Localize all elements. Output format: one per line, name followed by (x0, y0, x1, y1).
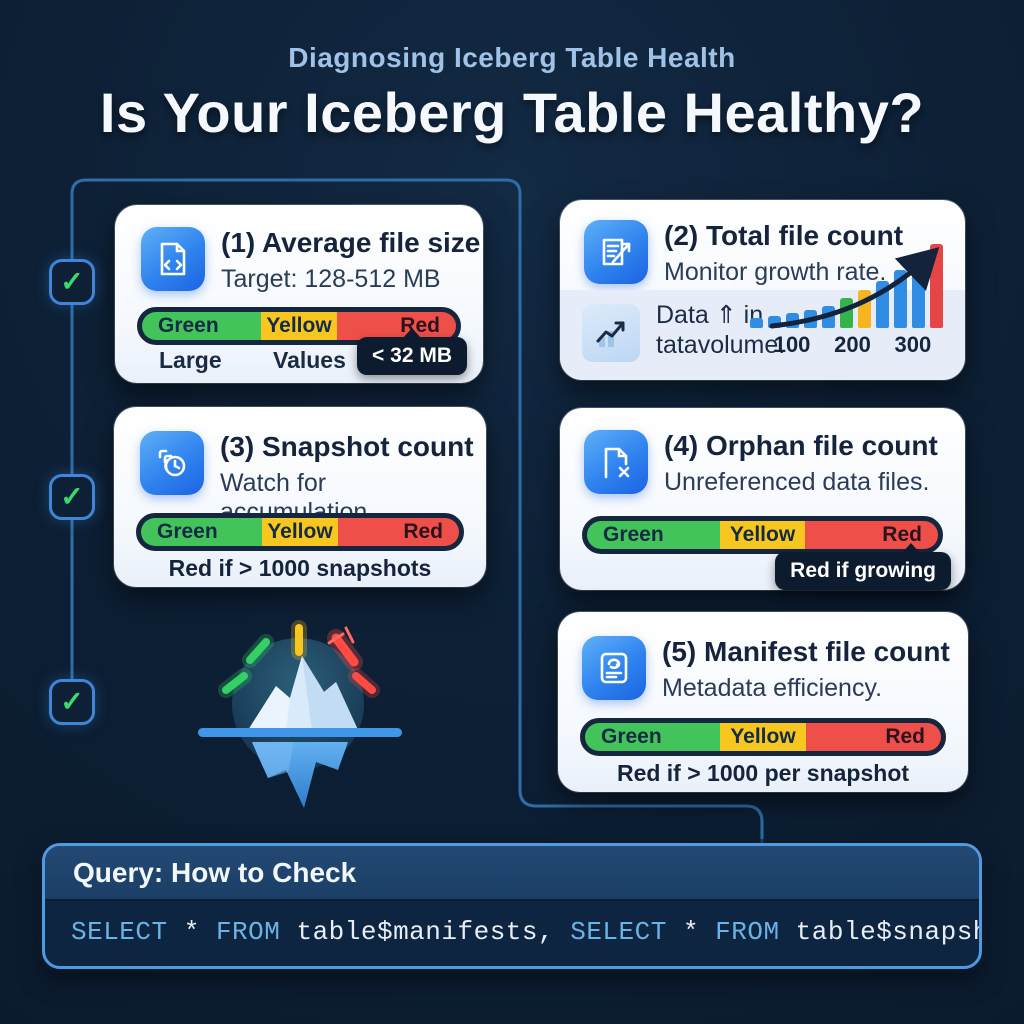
card-title: (4) Orphan file count (664, 430, 938, 461)
check-badge-3: ✓ (49, 679, 95, 725)
clipboard-growth-icon (584, 220, 648, 284)
file-x-icon (584, 430, 648, 494)
card-manifest-file-count: (5) Manifest file count Metadata efficie… (558, 612, 968, 792)
card-subtitle: Unreferenced data files. (664, 468, 930, 496)
query-header: Query: How to Check (45, 846, 979, 901)
check-icon: ✓ (60, 686, 84, 717)
check-icon: ✓ (60, 266, 84, 297)
snapshot-history-icon (140, 431, 204, 495)
file-count-bar-chart: 100 200 300 (750, 240, 955, 358)
gauge-footer: Red if > 1000 snapshots (168, 555, 432, 581)
health-gauge: Green Yellow Red (580, 718, 946, 756)
scale-label-center: Values (273, 347, 346, 373)
gauge-footer: Red if > 1000 per snapshot (616, 760, 910, 786)
health-gauge: Green Yellow Red (136, 513, 464, 551)
page-subtitle: Diagnosing Iceberg Table Health (288, 42, 736, 73)
check-badge-2: ✓ (49, 474, 95, 520)
card-title: (2) Total file count (664, 220, 904, 251)
manifest-doc-icon (582, 636, 646, 700)
check-icon: ✓ (60, 481, 84, 512)
card-total-file-count: (2) Total file count Monitor growth rate… (560, 200, 965, 380)
card-subtitle: Metadata efficiency. (662, 674, 883, 702)
query-section: Query: How to Check SELECT * FROM table$… (42, 843, 982, 969)
card-snapshot-count: (3) Snapshot count Watch for accumulatio… (114, 407, 486, 587)
growth-note: Data ⇑ in tatavolume. (656, 301, 786, 359)
threshold-tooltip: Red if growing (775, 543, 951, 590)
card-title: (5) Manifest file count (662, 636, 950, 667)
card-title: (1) Average file size (221, 227, 481, 258)
trend-chart-icon (582, 304, 640, 362)
scale-label-left: Large (159, 347, 222, 373)
check-badge-1: ✓ (49, 259, 95, 305)
query-title: Query: How to Check (73, 856, 357, 888)
card-title: (3) Snapshot count (220, 431, 474, 462)
health-gauge: Green Yellow Red (582, 516, 943, 554)
sql-code: SELECT * FROM table$manifests, SELECT * … (71, 917, 979, 947)
card-orphan-file-count: (4) Orphan file count Unreferenced data … (560, 408, 965, 590)
file-code-icon (141, 227, 205, 291)
threshold-tooltip: < 32 MB (357, 328, 467, 375)
iceberg-gauge-illustration (190, 612, 410, 822)
card-average-file-size: (1) Average file size Target: 128-512 MB… (115, 205, 483, 383)
page-title: Is Your Iceberg Table Healthy? (99, 81, 925, 144)
card-subtitle: Watch for accumulation. (220, 469, 375, 526)
x-axis-labels: 100 200 300 (773, 332, 932, 357)
bar-series (750, 240, 955, 328)
health-gauge: Green Yellow Red (137, 307, 461, 345)
card-subtitle: Target: 128-512 MB (221, 265, 441, 293)
